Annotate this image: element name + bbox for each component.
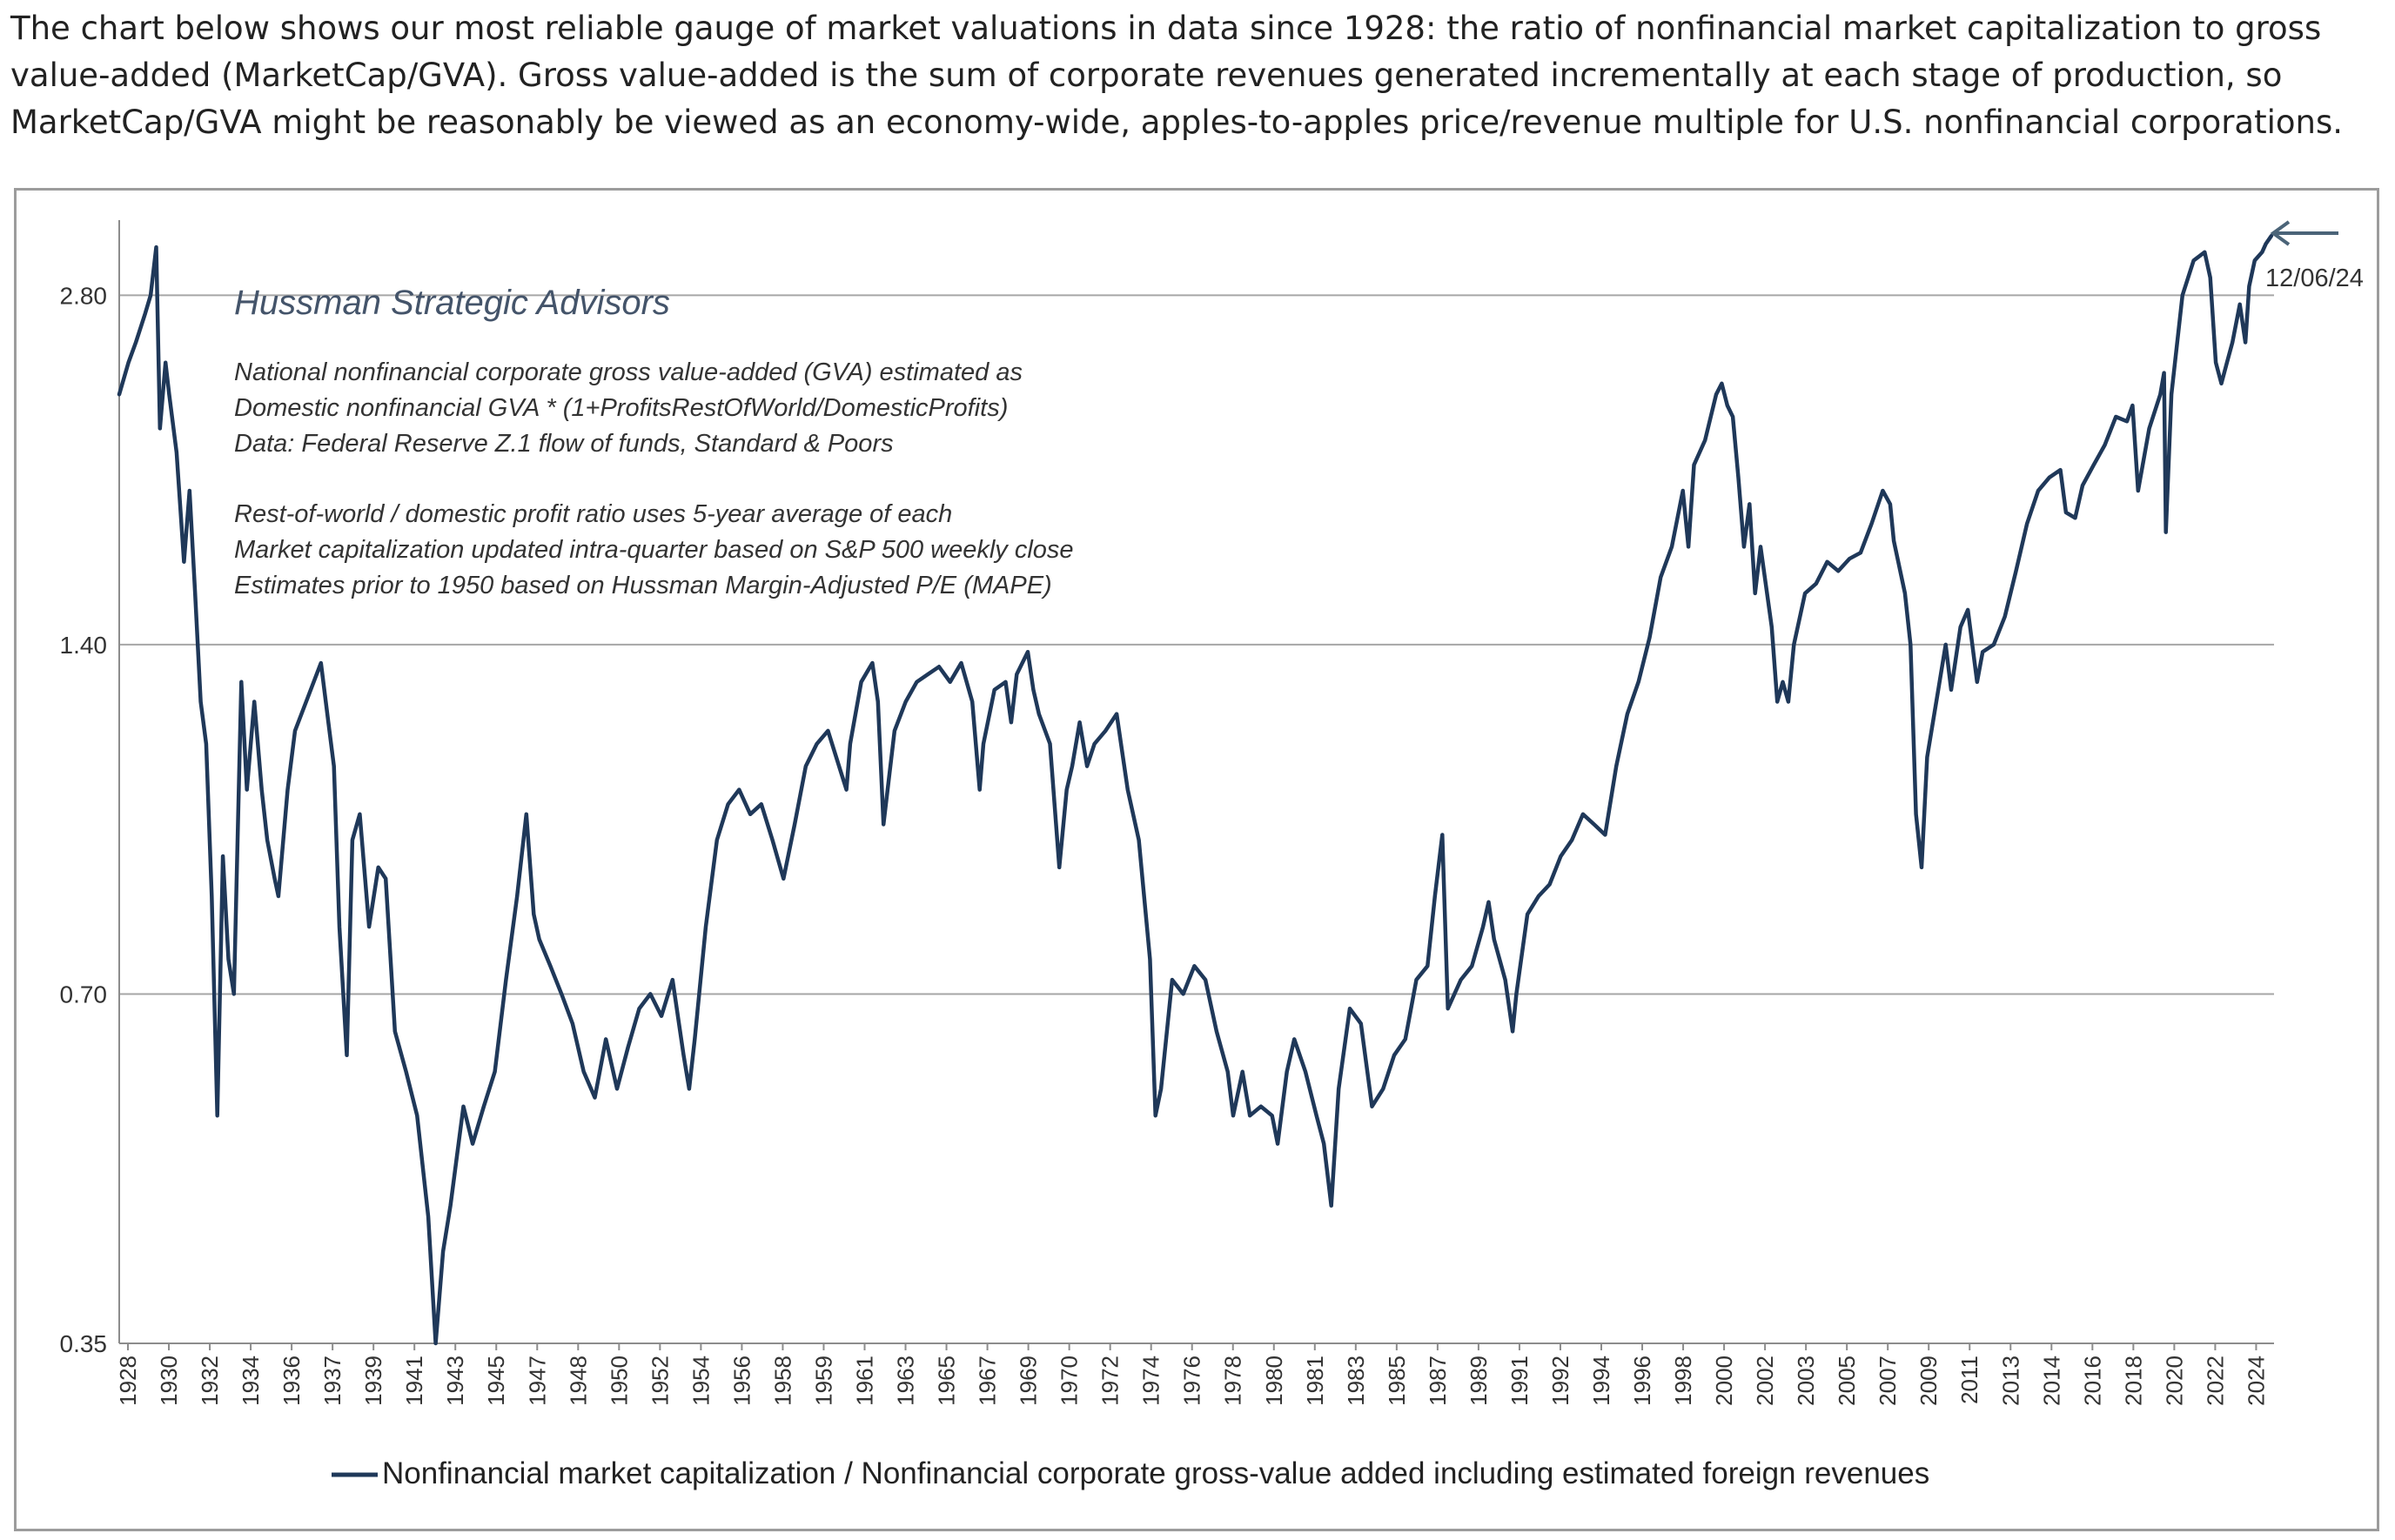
series-layer xyxy=(117,233,2274,1346)
x-tick-label: 2014 xyxy=(2038,1356,2064,1406)
x-tick-label: 2013 xyxy=(1997,1356,2023,1406)
x-tick-label: 2011 xyxy=(1956,1356,1982,1404)
x-tick-label: 1969 xyxy=(1016,1356,1042,1406)
x-tick-label: 1936 xyxy=(278,1356,305,1406)
x-tick-label: 2005 xyxy=(1834,1356,1860,1406)
y-tick-label: 0.35 xyxy=(60,1330,108,1357)
latest-date-label: 12/06/24 xyxy=(2265,264,2364,292)
valuation-line-chart: 0.35 0.70 1.40 2.80 1928 1930 1932 1934 1936 193… xyxy=(60,220,2364,1490)
y-tick-label: 0.70 xyxy=(60,981,108,1008)
x-tick-label: 1930 xyxy=(156,1356,182,1406)
chart-frame: 0.35 0.70 1.40 2.80 1928 1930 1932 1934 1936 193… xyxy=(14,188,2379,1531)
x-tick-label: 2018 xyxy=(2120,1356,2146,1406)
watermark-text: Hussman Strategic Advisors xyxy=(234,284,670,322)
y-axis: 0.35 0.70 1.40 2.80 xyxy=(60,220,120,1357)
x-tick-label: 1932 xyxy=(197,1356,223,1406)
x-tick-label: 1978 xyxy=(1220,1356,1246,1406)
x-tick-label: 1937 xyxy=(319,1356,345,1406)
x-tick-label: 1943 xyxy=(442,1356,468,1406)
x-tick-label: 1994 xyxy=(1588,1356,1614,1406)
x-tick-label: 2002 xyxy=(1752,1356,1778,1406)
x-tick-label: 1958 xyxy=(769,1356,795,1406)
x-tick-label: 2020 xyxy=(2161,1356,2187,1406)
x-tick-label: 2007 xyxy=(1875,1356,1901,1406)
x-axis: 1928 1930 1932 1934 1936 1937 1939 1941 1943 1945… xyxy=(115,1342,2274,1406)
note-line: Estimates prior to 1950 based on Hussman… xyxy=(234,572,1052,599)
x-tick-label: 1961 xyxy=(851,1356,877,1406)
x-tick-label: 1928 xyxy=(115,1356,141,1406)
x-tick-label: 1974 xyxy=(1138,1356,1164,1406)
x-tick-label: 1996 xyxy=(1629,1356,1655,1406)
x-tick-label: 1991 xyxy=(1506,1356,1533,1406)
x-tick-label: 1965 xyxy=(934,1356,960,1406)
note-line: National nonfinancial corporate gross va… xyxy=(234,358,1023,386)
x-tick-label: 1998 xyxy=(1670,1356,1696,1406)
x-tick-label: 1976 xyxy=(1179,1356,1205,1406)
note-line: Rest-of-world / domestic profit ratio us… xyxy=(234,500,952,528)
x-tick-label: 1934 xyxy=(238,1356,264,1406)
x-tick-label: 1985 xyxy=(1384,1356,1410,1406)
x-tick-label: 1992 xyxy=(1547,1356,1573,1406)
x-tick-label: 2024 xyxy=(2243,1356,2269,1406)
x-tick-label: 1959 xyxy=(810,1356,836,1406)
arrow-head-icon xyxy=(2270,220,2291,246)
methodology-notes: National nonfinancial corporate gross va… xyxy=(234,358,1074,599)
x-tick-label: 1954 xyxy=(688,1356,714,1406)
legend: Nonfinancial market capitalization / Non… xyxy=(332,1456,1929,1490)
x-tick-label: 1941 xyxy=(401,1356,427,1406)
x-tick-label: 2016 xyxy=(2079,1356,2105,1406)
note-line: Domestic nonfinancial GVA * (1+ProfitsRe… xyxy=(234,394,1008,422)
x-tick-label: 2000 xyxy=(1711,1356,1737,1406)
y-tick-label: 1.40 xyxy=(60,632,108,659)
x-tick-label: 1956 xyxy=(728,1356,755,1406)
x-tick-label: 2022 xyxy=(2202,1356,2228,1406)
x-tick-label: 1952 xyxy=(647,1356,673,1406)
x-tick-label: 1947 xyxy=(524,1356,550,1406)
x-tick-label: 1948 xyxy=(565,1356,591,1406)
x-tick-label: 1983 xyxy=(1343,1356,1369,1406)
note-line: Market capitalization updated intra-quar… xyxy=(234,536,1074,564)
x-tick-label: 2009 xyxy=(1915,1356,1942,1406)
intro-paragraph: The chart below shows our most reliable … xyxy=(10,10,2344,141)
x-tick-label: 1972 xyxy=(1097,1356,1124,1406)
x-tick-label: 1981 xyxy=(1302,1356,1328,1406)
x-tick-label: 1970 xyxy=(1057,1356,1083,1406)
latest-value-marker: 12/06/24 xyxy=(2265,220,2364,292)
legend-label: Nonfinancial market capitalization / Non… xyxy=(382,1456,1929,1490)
x-tick-label: 2003 xyxy=(1793,1356,1819,1406)
x-tick-label: 1939 xyxy=(360,1356,386,1406)
x-tick-label: 1963 xyxy=(893,1356,919,1406)
series-line xyxy=(117,233,2274,1346)
x-tick-label: 1950 xyxy=(606,1356,632,1406)
x-tick-label: 1980 xyxy=(1261,1356,1287,1406)
x-tick-label: 1989 xyxy=(1466,1356,1492,1406)
x-tick-label: 1945 xyxy=(483,1356,509,1406)
note-line: Data: Federal Reserve Z.1 flow of funds,… xyxy=(234,430,894,458)
x-tick-label: 1967 xyxy=(975,1356,1001,1406)
x-tick-label: 1987 xyxy=(1425,1356,1451,1406)
y-tick-label: 2.80 xyxy=(60,282,108,309)
